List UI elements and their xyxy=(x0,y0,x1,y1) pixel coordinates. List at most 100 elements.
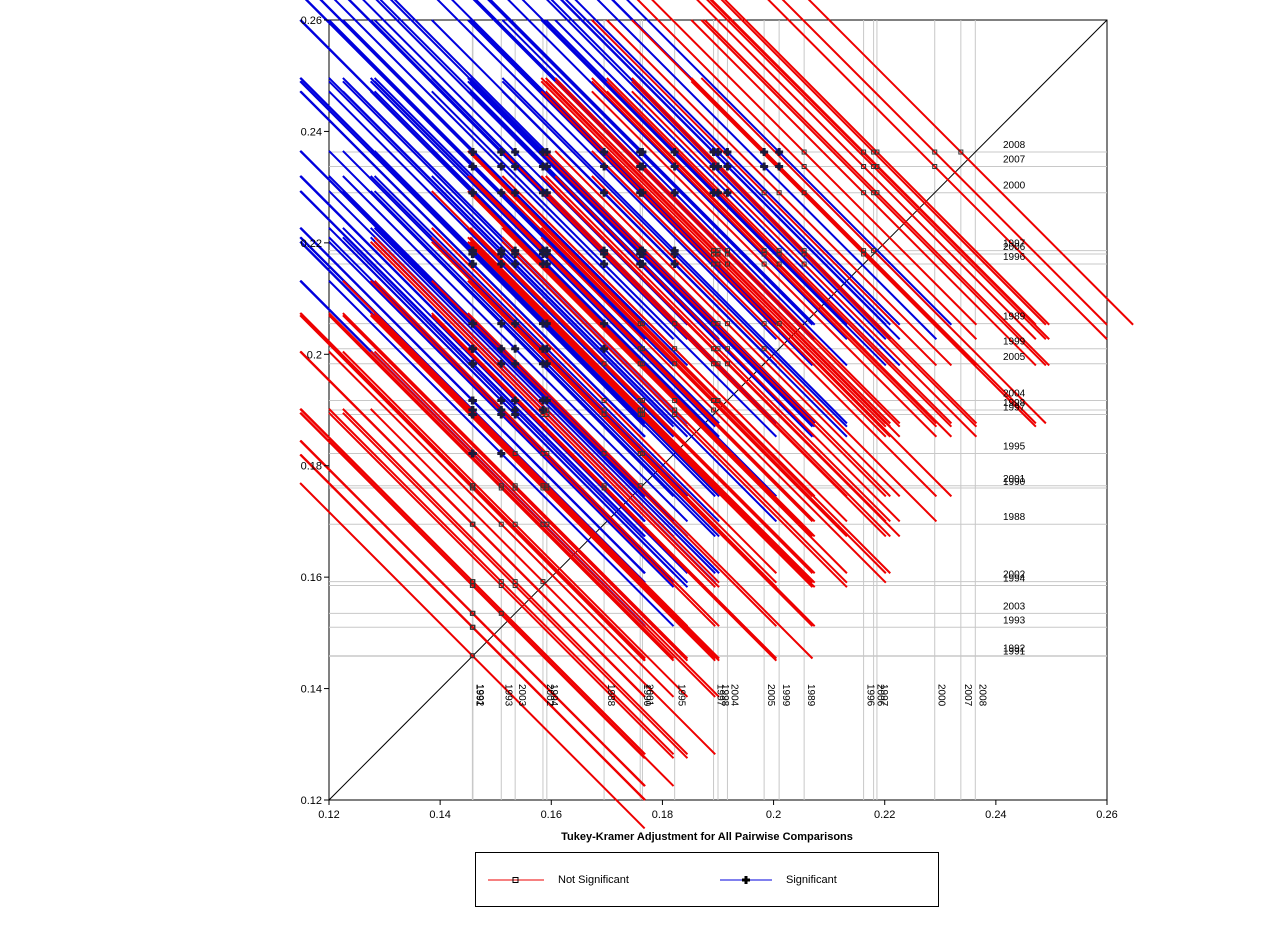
x-tick-label: 0.12 xyxy=(318,809,339,821)
not-significant-comparison-segment xyxy=(606,77,953,425)
not-significant-comparison-segment xyxy=(696,0,1037,340)
significant-marker xyxy=(760,148,769,157)
not-significant-comparison-segment xyxy=(501,241,848,588)
significant-marker xyxy=(600,319,609,328)
not-significant-comparison-segment xyxy=(299,408,646,756)
not-significant-comparison-segment xyxy=(631,80,978,428)
right-group-label: 2001 xyxy=(1003,474,1026,485)
y-tick-label: 0.18 xyxy=(301,461,322,473)
significant-marker xyxy=(468,449,477,458)
not-significant-comparison-segment xyxy=(709,0,1050,340)
not-significant-comparison-segment xyxy=(342,350,689,698)
significant-marker xyxy=(468,406,477,414)
not-significant-comparison-segment xyxy=(545,227,891,574)
not-significant-comparison-segment xyxy=(631,77,978,425)
not-significant-comparison-segment xyxy=(554,175,901,523)
significant-marker xyxy=(600,188,609,197)
significant-marker xyxy=(511,148,520,157)
not-significant-marker xyxy=(861,149,867,155)
significant-marker xyxy=(497,162,506,171)
bottom-group-label: 2004 xyxy=(728,684,739,707)
not-significant-marker xyxy=(540,579,546,585)
significant-marker xyxy=(542,359,551,368)
not-significant-marker xyxy=(874,190,880,196)
not-significant-comparison-segment xyxy=(554,80,901,428)
not-significant-comparison-segment xyxy=(501,175,848,523)
not-significant-marker xyxy=(724,251,730,257)
right-group-label: 2000 xyxy=(1003,181,1026,192)
not-significant-comparison-segment xyxy=(299,482,646,830)
not-significant-marker xyxy=(801,261,807,267)
significant-marker xyxy=(538,406,547,414)
not-significant-comparison-segment xyxy=(501,236,848,584)
significant-marker xyxy=(497,359,506,368)
not-significant-comparison-segment xyxy=(706,0,1047,340)
not-significant-marker xyxy=(761,261,767,267)
not-significant-comparison-segment xyxy=(807,0,1134,326)
not-significant-comparison-segment xyxy=(631,90,978,438)
x-tick-label: 0.16 xyxy=(541,809,562,821)
y-tick-label: 0.2 xyxy=(307,349,322,361)
not-significant-comparison-segment xyxy=(703,19,1050,367)
not-significant-marker xyxy=(715,321,721,327)
not-significant-marker xyxy=(601,361,607,367)
not-significant-marker xyxy=(639,321,645,327)
not-significant-marker xyxy=(470,579,476,585)
not-significant-marker xyxy=(639,450,645,456)
not-significant-comparison-segment xyxy=(700,19,1047,367)
y-tick-label: 0.12 xyxy=(301,795,322,807)
not-significant-marker xyxy=(469,653,475,659)
significant-swatch-icon xyxy=(720,876,772,884)
not-significant-marker xyxy=(544,450,550,456)
bottom-group-label: 2002 xyxy=(544,684,555,707)
right-group-label: 1994 xyxy=(1003,574,1026,585)
significant-marker xyxy=(497,148,506,157)
not-significant-comparison-segment xyxy=(690,19,1037,367)
significant-marker xyxy=(468,344,477,353)
significant-marker xyxy=(600,148,609,157)
legend-label-not-significant: Not Significant xyxy=(558,874,629,886)
not-significant-comparison-segment xyxy=(540,236,887,584)
not-significant-marker xyxy=(498,579,504,585)
significant-marker xyxy=(468,162,477,171)
y-axis-ticks: 0.12 0.14 0.16 0.18 0.2 0.22 0.24 0.26 xyxy=(301,15,329,807)
significant-marker xyxy=(714,162,722,171)
not-significant-comparison-segment xyxy=(631,19,978,367)
x-tick-label: 0.26 xyxy=(1096,809,1117,821)
bottom-group-label: 2005 xyxy=(765,684,776,707)
significant-marker xyxy=(542,344,551,353)
not-significant-comparison-segment xyxy=(591,80,938,428)
bottom-group-label: 1994 xyxy=(548,684,559,707)
not-significant-comparison-segment xyxy=(431,236,778,584)
right-group-labels: 2008200720001997200619961989199920052004… xyxy=(1003,140,1026,658)
not-significant-comparison-segment xyxy=(540,227,887,574)
not-significant-marker xyxy=(470,624,476,630)
not-significant-marker xyxy=(874,164,880,170)
not-significant-comparison-segment xyxy=(554,190,901,538)
not-significant-comparison-segment xyxy=(591,77,938,425)
not-significant-marker xyxy=(512,579,518,585)
not-significant-marker xyxy=(470,483,476,489)
not-significant-marker xyxy=(874,149,880,155)
not-significant-comparison-segment xyxy=(369,241,716,588)
x-axis-ticks: 0.12 0.14 0.16 0.18 0.2 0.22 0.24 0.26 xyxy=(318,800,1118,821)
not-significant-marker xyxy=(801,149,807,155)
not-significant-comparison-segment xyxy=(554,150,901,498)
x-tick-label: 0.22 xyxy=(874,809,895,821)
not-significant-comparison-segment xyxy=(369,408,716,756)
not-significant-comparison-segment xyxy=(636,0,978,340)
y-tick-label: 0.22 xyxy=(301,238,322,250)
not-significant-marker xyxy=(672,407,678,413)
not-significant-comparison-segment xyxy=(540,190,887,538)
right-group-label: 1997 xyxy=(1003,402,1026,413)
right-group-label: 1996 xyxy=(1003,252,1026,263)
not-significant-marker xyxy=(715,248,721,254)
not-significant-comparison-segment xyxy=(690,77,1037,425)
right-group-label: 1997 xyxy=(1003,239,1026,250)
not-significant-comparison-segment xyxy=(373,241,720,588)
not-significant-comparison-segment xyxy=(299,439,646,787)
not-significant-marker xyxy=(498,483,504,489)
right-group-label: 1988 xyxy=(1003,512,1026,523)
not-significant-comparison-segment xyxy=(342,412,689,759)
